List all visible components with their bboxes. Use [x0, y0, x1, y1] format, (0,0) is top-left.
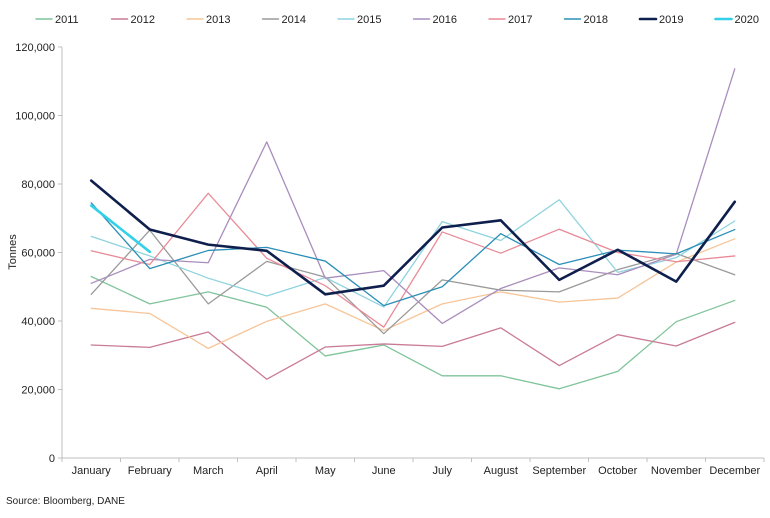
- x-tick-label: October: [598, 465, 637, 477]
- x-tick-label: January: [72, 465, 112, 477]
- y-tick-label: 0: [49, 453, 55, 465]
- x-tick-label: July: [432, 465, 452, 477]
- source-note: Source: Bloomberg, DANE: [6, 496, 125, 507]
- legend-label-2013: 2013: [206, 14, 230, 26]
- series-line-2012: [90, 321, 736, 380]
- x-axis: January February March April May June July Augu…: [61, 457, 765, 477]
- series-line-2019: [89, 179, 737, 296]
- series-line-2020: [89, 204, 152, 254]
- y-tick-label: 20,000: [21, 385, 55, 397]
- legend-label-2011: 2011: [55, 14, 79, 26]
- y-tick-label: 60,000: [21, 248, 55, 260]
- series-line-2015: [90, 199, 736, 308]
- legend-label-2019: 2019: [659, 14, 683, 26]
- legend-label-2018: 2018: [584, 14, 608, 26]
- series-line-2011: [90, 275, 736, 390]
- x-tick-label: March: [193, 465, 224, 477]
- y-axis: 0 20,000 40,000 60,000 80,000 100,000 120,000: [15, 42, 63, 465]
- series-line-2014: [90, 229, 736, 335]
- y-axis-label: Tonnes: [7, 234, 19, 270]
- x-tick-label: February: [128, 465, 173, 477]
- x-tick-label: November: [651, 465, 702, 477]
- x-tick-label: September: [532, 465, 586, 477]
- legend-label-2012: 2012: [131, 14, 155, 26]
- series-line-2018: [90, 202, 736, 307]
- series-line-2016: [90, 68, 736, 325]
- y-tick-label: 100,000: [15, 111, 55, 123]
- legend-label-2016: 2016: [433, 14, 457, 26]
- legend: 2011 2012 2013 2014 2015 2016 2017 2018 2019 2020: [35, 14, 759, 26]
- y-tick-label: 80,000: [21, 179, 55, 191]
- x-tick-label: August: [484, 465, 518, 477]
- y-tick-label: 40,000: [21, 316, 55, 328]
- legend-label-2017: 2017: [508, 14, 532, 26]
- x-tick-label: June: [372, 465, 396, 477]
- x-tick-label: April: [256, 465, 278, 477]
- x-tick-label: December: [709, 465, 760, 477]
- legend-label-2014: 2014: [282, 14, 306, 26]
- x-tick-label: May: [315, 465, 336, 477]
- series-lines: [89, 68, 737, 390]
- y-tick-label: 120,000: [15, 42, 55, 54]
- legend-label-2020: 2020: [735, 14, 759, 26]
- legend-label-2015: 2015: [357, 14, 381, 26]
- series-line-2013: [90, 238, 736, 350]
